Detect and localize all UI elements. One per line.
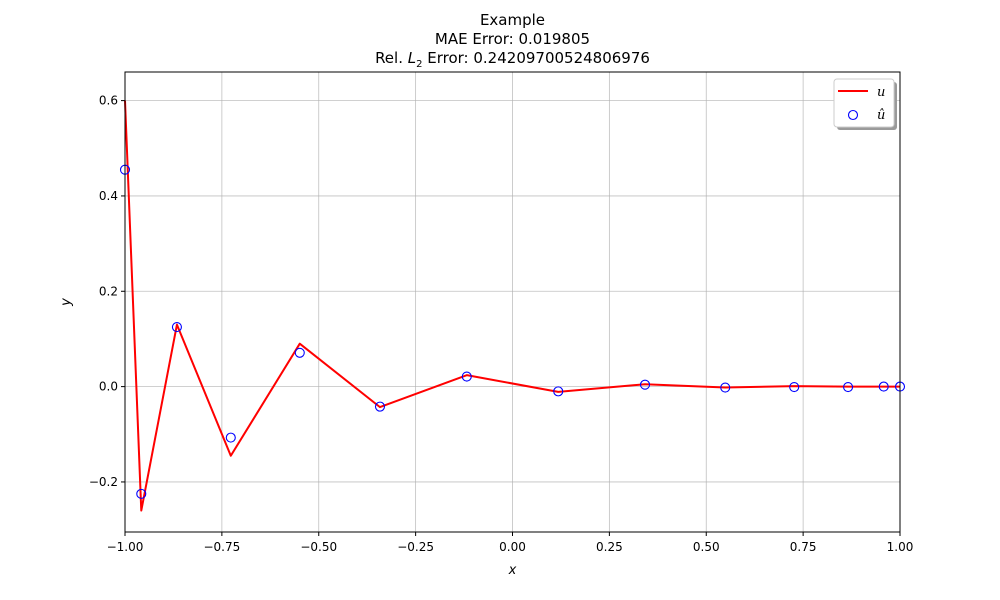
x-axis-ticks: −1.00 −0.75 −0.50 −0.25 0.00 0.25 0.50 0.75 1.00 (107, 532, 914, 554)
chart-subtitle-l2: Rel. L2 Error: 0.24209700524806976 (125, 49, 900, 74)
chart-title: Example (479, 11, 546, 29)
legend-uhat-label: û (877, 108, 885, 123)
series-u-group (124, 100, 900, 512)
series-uhat-point (461, 371, 472, 382)
x-tick-label: −0.75 (203, 540, 240, 554)
x-axis-label: x (508, 563, 517, 578)
y-tick-label: −0.2 (89, 475, 118, 489)
series-uhat-point (843, 382, 854, 393)
l2-subscript: 2 (416, 59, 423, 70)
y-axis-ticks: −0.2 0.0 0.2 0.4 0.6 (89, 94, 125, 489)
series-uhat-point (553, 386, 564, 397)
x-tick-label: −0.50 (300, 540, 337, 554)
x-tick-label: 0.75 (790, 540, 817, 554)
l2-prefix: Rel. (375, 49, 408, 67)
x-tick-label: −1.00 (107, 540, 144, 554)
series-uhat-point (789, 382, 800, 393)
l2-suffix: Error: 0.24209700524806976 (422, 49, 650, 67)
series-uhat-point (171, 321, 182, 333)
series-u-line (124, 100, 900, 512)
chart-title-block: Example MAE Error: 0.019805 Rel. L2 Erro… (125, 11, 900, 74)
x-tick-label: −0.25 (397, 540, 434, 554)
y-tick-label: 0.4 (99, 189, 118, 203)
x-tick-label: 0.50 (693, 540, 720, 554)
legend: uû (833, 78, 897, 130)
y-tick-label: 0.2 (99, 284, 118, 298)
x-tick-label: 1.00 (887, 540, 914, 554)
x-tick-label: 0.25 (596, 540, 623, 554)
series-uhat-point (294, 347, 305, 358)
y-tick-label: 0.6 (99, 94, 118, 108)
series-uhat-point (374, 401, 386, 412)
series-uhat-point (720, 382, 731, 393)
grid-lines (124, 72, 901, 532)
y-axis-label: y (59, 298, 74, 307)
l2-symbol: L (407, 49, 417, 67)
series-uhat-point (136, 488, 147, 499)
legend-uhat-swatch (847, 109, 859, 121)
series-uhat-point (639, 379, 651, 390)
series-uhat-point (878, 381, 889, 392)
series-uhat-point (225, 432, 236, 443)
legend-u-label: u (877, 85, 885, 100)
x-tick-label: 0.00 (499, 540, 526, 554)
y-tick-label: 0.0 (99, 380, 118, 394)
chart-subtitle-mae: MAE Error: 0.019805 (434, 30, 591, 48)
